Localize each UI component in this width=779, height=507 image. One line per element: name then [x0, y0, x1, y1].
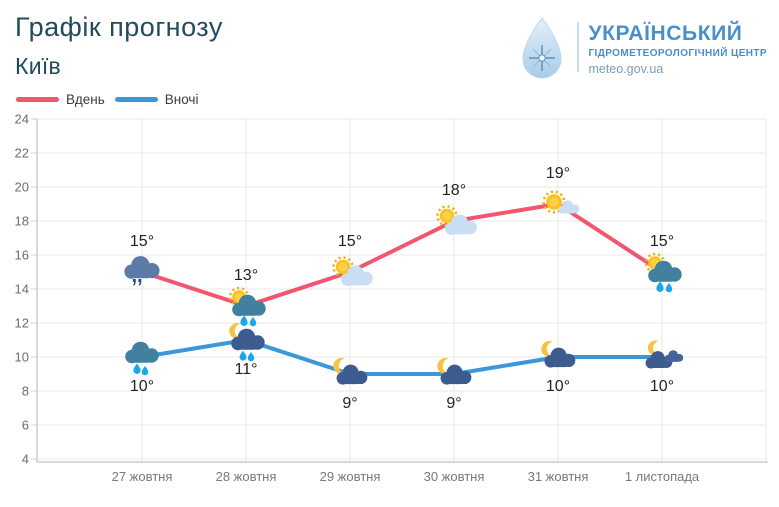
- night-series-line: [140, 338, 664, 376]
- moon-crescent: [647, 340, 659, 356]
- point-label: 11°: [234, 361, 257, 378]
- cloud-base: [131, 269, 152, 279]
- raindrop: [240, 315, 248, 326]
- y-axis-label: 8: [22, 384, 29, 399]
- raindrop: [249, 317, 257, 327]
- y-axis-label: 4: [22, 452, 29, 467]
- legend-item-day[interactable]: Вдень: [16, 92, 105, 107]
- city-subtitle: Київ: [15, 53, 62, 79]
- raindrop: [665, 283, 673, 293]
- weather-icon-moon-cloud: [437, 358, 472, 385]
- sun-core: [442, 211, 452, 221]
- sun-core: [549, 197, 559, 207]
- point-label: 9°: [342, 395, 357, 412]
- weather-icon-moon-cloud: [333, 358, 368, 385]
- cloud-base: [668, 357, 680, 362]
- weather-icon-moon-cloud: [541, 341, 576, 368]
- logo-divider: [577, 22, 580, 72]
- point-label: 19°: [546, 165, 570, 182]
- legend-label-night: Вночі: [164, 92, 199, 107]
- raindrop: [239, 350, 247, 361]
- cloud-base: [342, 376, 361, 385]
- y-axis-label: 10: [15, 350, 29, 365]
- point-label: 10°: [130, 378, 154, 395]
- x-axis-label: 29 жовтня: [320, 469, 381, 484]
- weather-icon-sun-cloud-rain: [228, 286, 266, 327]
- point-label: 15°: [130, 233, 154, 250]
- page-title: Графік прогнозу: [15, 12, 223, 42]
- moon-crescent: [333, 358, 345, 374]
- weather-icon-moon-cloud-rain: [229, 323, 265, 362]
- weather-icon-sun-cloud: [436, 205, 477, 235]
- logo-url[interactable]: meteo.gov.ua: [588, 62, 664, 77]
- y-axis-label: 24: [15, 112, 29, 127]
- weather-icon-cloud-rain: [125, 341, 159, 376]
- x-axis-label: 27 жовтня: [112, 469, 173, 484]
- cloud-base: [132, 354, 152, 363]
- y-axis-label: 14: [15, 282, 29, 297]
- weather-icon-moon-clouds: [645, 340, 684, 369]
- x-axis-label: 28 жовтня: [216, 469, 277, 484]
- header: Графік прогнозу Київ: [15, 12, 223, 80]
- moon-crescent: [229, 323, 241, 339]
- x-axis-label: 30 жовтня: [424, 469, 485, 484]
- point-label: 18°: [442, 182, 466, 199]
- ugmc-logo[interactable]: УКРАЇНСЬКИЙ ГІДРОМЕТЕОРОЛОГІЧНИЙ ЦЕНТР m…: [516, 15, 767, 85]
- logo-org-subtitle: ГІДРОМЕТЕОРОЛОГІЧНИЙ ЦЕНТР: [588, 48, 767, 60]
- point-label: 10°: [650, 378, 674, 395]
- y-axis-label: 16: [15, 248, 29, 263]
- moon-crescent: [437, 358, 449, 374]
- y-axis-label: 6: [22, 418, 29, 433]
- point-label: 10°: [546, 378, 570, 395]
- cloud-base: [562, 208, 575, 214]
- water-drop-icon: [522, 17, 562, 79]
- chart-legend: Вдень Вночі: [16, 92, 198, 107]
- cloud-base: [651, 361, 667, 369]
- drizzle-marks: ,,: [131, 265, 142, 287]
- y-axis-label: 18: [15, 214, 29, 229]
- raindrop: [141, 366, 149, 376]
- snowflake-icon: [529, 45, 556, 71]
- weather-icon-sun-small-cloud: [542, 190, 580, 214]
- weather-icon-sun-cloud-rain: [644, 252, 682, 293]
- cloud-base: [238, 341, 258, 350]
- cloud-base: [239, 307, 259, 316]
- weather-icon-cloud-drizzle: ,,: [124, 256, 160, 287]
- logo-org-name: УКРАЇНСЬКИЙ: [588, 22, 743, 45]
- cloud-base: [655, 273, 675, 282]
- cloud-base: [550, 359, 569, 368]
- x-axis-label: 31 жовтня: [528, 469, 589, 484]
- cloud-base: [347, 277, 367, 286]
- sun-core: [338, 262, 348, 272]
- raindrop: [656, 281, 664, 292]
- point-label: 13°: [234, 267, 258, 284]
- night-line-swatch: [114, 97, 158, 102]
- weather-icon-sun-cloud: [332, 256, 373, 286]
- moon-crescent: [541, 341, 553, 357]
- point-label: 9°: [446, 395, 461, 412]
- legend-label-day: Вдень: [66, 92, 105, 107]
- x-axis-label: 1 листопада: [625, 469, 700, 484]
- y-axis-label: 20: [15, 180, 29, 195]
- raindrop: [247, 352, 255, 362]
- y-axis-label: 22: [15, 146, 29, 161]
- day-series-line: [140, 202, 664, 308]
- raindrop: [133, 363, 141, 374]
- cloud-base: [451, 226, 471, 235]
- point-label: 15°: [338, 233, 362, 250]
- y-axis-label: 12: [15, 316, 29, 331]
- cloud-base: [446, 376, 465, 385]
- point-label: 15°: [650, 233, 674, 250]
- legend-item-night[interactable]: Вночі: [114, 92, 199, 107]
- day-line-swatch: [16, 97, 59, 102]
